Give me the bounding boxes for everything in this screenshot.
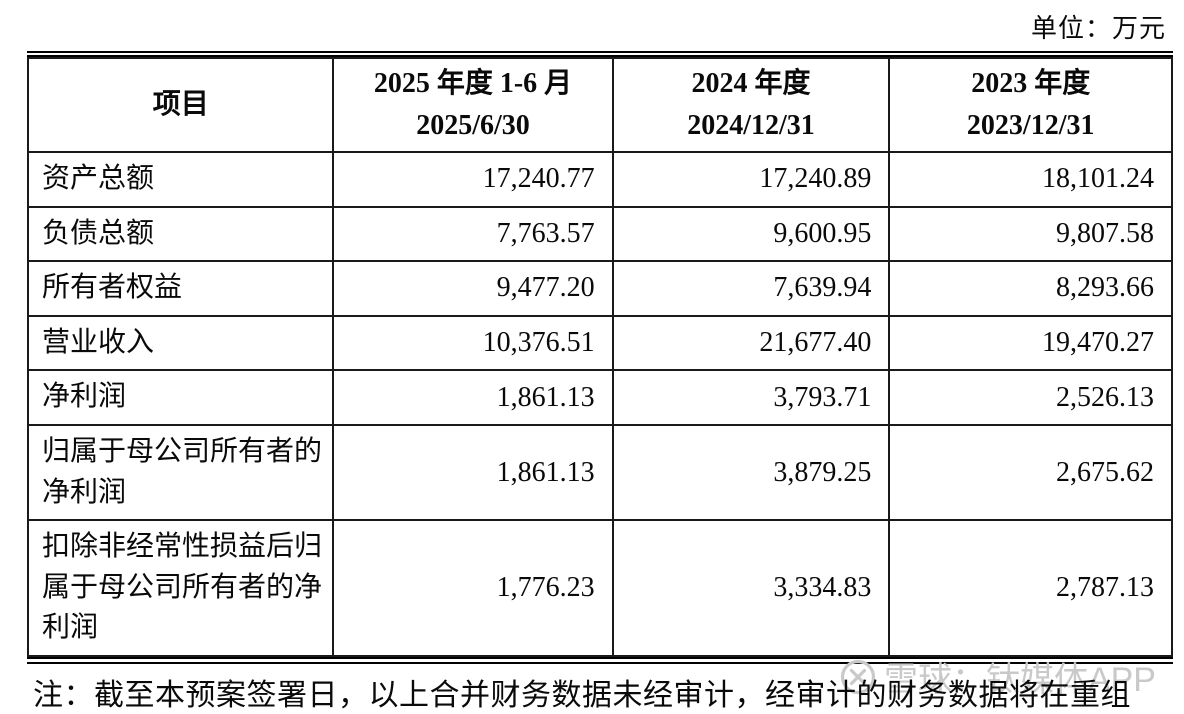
row-item-label: 扣除非经常性损益后归属于母公司所有者的净利润 bbox=[26, 519, 335, 657]
watermark-text: 雪球：钛媒体APP bbox=[883, 661, 1156, 699]
row-item-label: 负债总额 bbox=[26, 205, 335, 263]
row-value-2023: 2,675.62 bbox=[888, 423, 1173, 522]
row-value-2025: 17,240.77 bbox=[332, 151, 614, 208]
column-header-2023-period: 2023 年度 bbox=[971, 68, 1091, 99]
table-header-row: 项目 2025 年度 1-6 月 2025/6/30 2024 年度 2024/… bbox=[26, 57, 1173, 153]
row-value-2025: 7,763.57 bbox=[332, 205, 614, 263]
row-value-2024: 3,879.25 bbox=[611, 423, 891, 522]
column-header-2024-date: 2024/12/31 bbox=[687, 110, 815, 141]
table-row: 营业收入 10,376.51 21,677.40 19,470.27 bbox=[26, 314, 1173, 372]
row-value-2023: 18,101.24 bbox=[888, 151, 1173, 208]
footnote: 注：截至本预案签署日，以上合并财务数据未经审计，经审计的财务数据将在重组报告书中… bbox=[33, 678, 1131, 712]
unit-label: 单位：万元 bbox=[1030, 14, 1166, 43]
row-value-2024: 21,677.40 bbox=[611, 314, 891, 372]
column-header-2023: 2023 年度 2023/12/31 bbox=[888, 57, 1173, 153]
row-value-2025: 1,861.13 bbox=[332, 423, 614, 522]
table-row: 所有者权益 9,477.20 7,639.94 8,293.66 bbox=[26, 260, 1173, 317]
row-value-2025: 10,376.51 bbox=[332, 314, 614, 372]
table-row: 扣除非经常性损益后归属于母公司所有者的净利润 1,776.23 3,334.83 2,… bbox=[26, 519, 1173, 657]
row-value-2024: 9,600.95 bbox=[611, 205, 891, 263]
row-value-2024: 17,240.89 bbox=[611, 151, 891, 208]
row-item-label: 所有者权益 bbox=[26, 260, 335, 317]
row-value-2023: 2,787.13 bbox=[888, 519, 1173, 657]
row-item-label: 净利润 bbox=[26, 369, 335, 426]
row-value-2023: 19,470.27 bbox=[888, 314, 1173, 372]
xueqiu-logo-icon bbox=[840, 659, 876, 694]
financial-summary-table: 项目 2025 年度 1-6 月 2025/6/30 2024 年度 2024/… bbox=[26, 57, 1173, 657]
row-value-2024: 3,793.71 bbox=[611, 369, 891, 426]
column-header-2023-date: 2023/12/31 bbox=[966, 110, 1095, 141]
table-row: 资产总额 17,240.77 17,240.89 18,101.24 bbox=[26, 151, 1173, 208]
column-header-2025-date: 2025/6/30 bbox=[416, 110, 530, 141]
row-item-label: 营业收入 bbox=[26, 314, 335, 372]
table-row: 净利润 1,861.13 3,793.71 2,526.13 bbox=[26, 369, 1173, 426]
row-value-2024: 7,639.94 bbox=[611, 260, 891, 317]
row-value-2025: 9,477.20 bbox=[332, 260, 614, 317]
column-header-2024: 2024 年度 2024/12/31 bbox=[611, 57, 891, 153]
table-body: 资产总额 17,240.77 17,240.89 18,101.24 负债总额 7,763… bbox=[26, 151, 1173, 657]
row-value-2025: 1,861.13 bbox=[332, 369, 614, 426]
column-header-2025-period: 2025 年度 1-6 月 bbox=[373, 68, 573, 99]
column-header-item: 项目 bbox=[26, 57, 335, 153]
column-header-2025: 2025 年度 1-6 月 2025/6/30 bbox=[332, 57, 614, 153]
column-header-2024-period: 2024 年度 bbox=[691, 68, 811, 99]
table-row: 负债总额 7,763.57 9,600.95 9,807.58 bbox=[26, 205, 1173, 263]
row-item-label: 资产总额 bbox=[26, 151, 335, 208]
row-item-label: 归属于母公司所有者的净利润 bbox=[26, 423, 335, 522]
table-row: 归属于母公司所有者的净利润 1,861.13 3,879.25 2,675.62 bbox=[26, 423, 1173, 522]
column-header-item-label: 项目 bbox=[152, 89, 209, 120]
row-value-2023: 2,526.13 bbox=[888, 369, 1173, 426]
row-value-2023: 9,807.58 bbox=[888, 205, 1173, 263]
row-value-2023: 8,293.66 bbox=[888, 260, 1173, 317]
financial-table-frame: 项目 2025 年度 1-6 月 2025/6/30 2024 年度 2024/… bbox=[26, 51, 1173, 664]
row-value-2025: 1,776.23 bbox=[332, 519, 614, 657]
watermark: 雪球：钛媒体APP bbox=[839, 652, 1156, 701]
row-value-2024: 3,334.83 bbox=[611, 519, 891, 657]
